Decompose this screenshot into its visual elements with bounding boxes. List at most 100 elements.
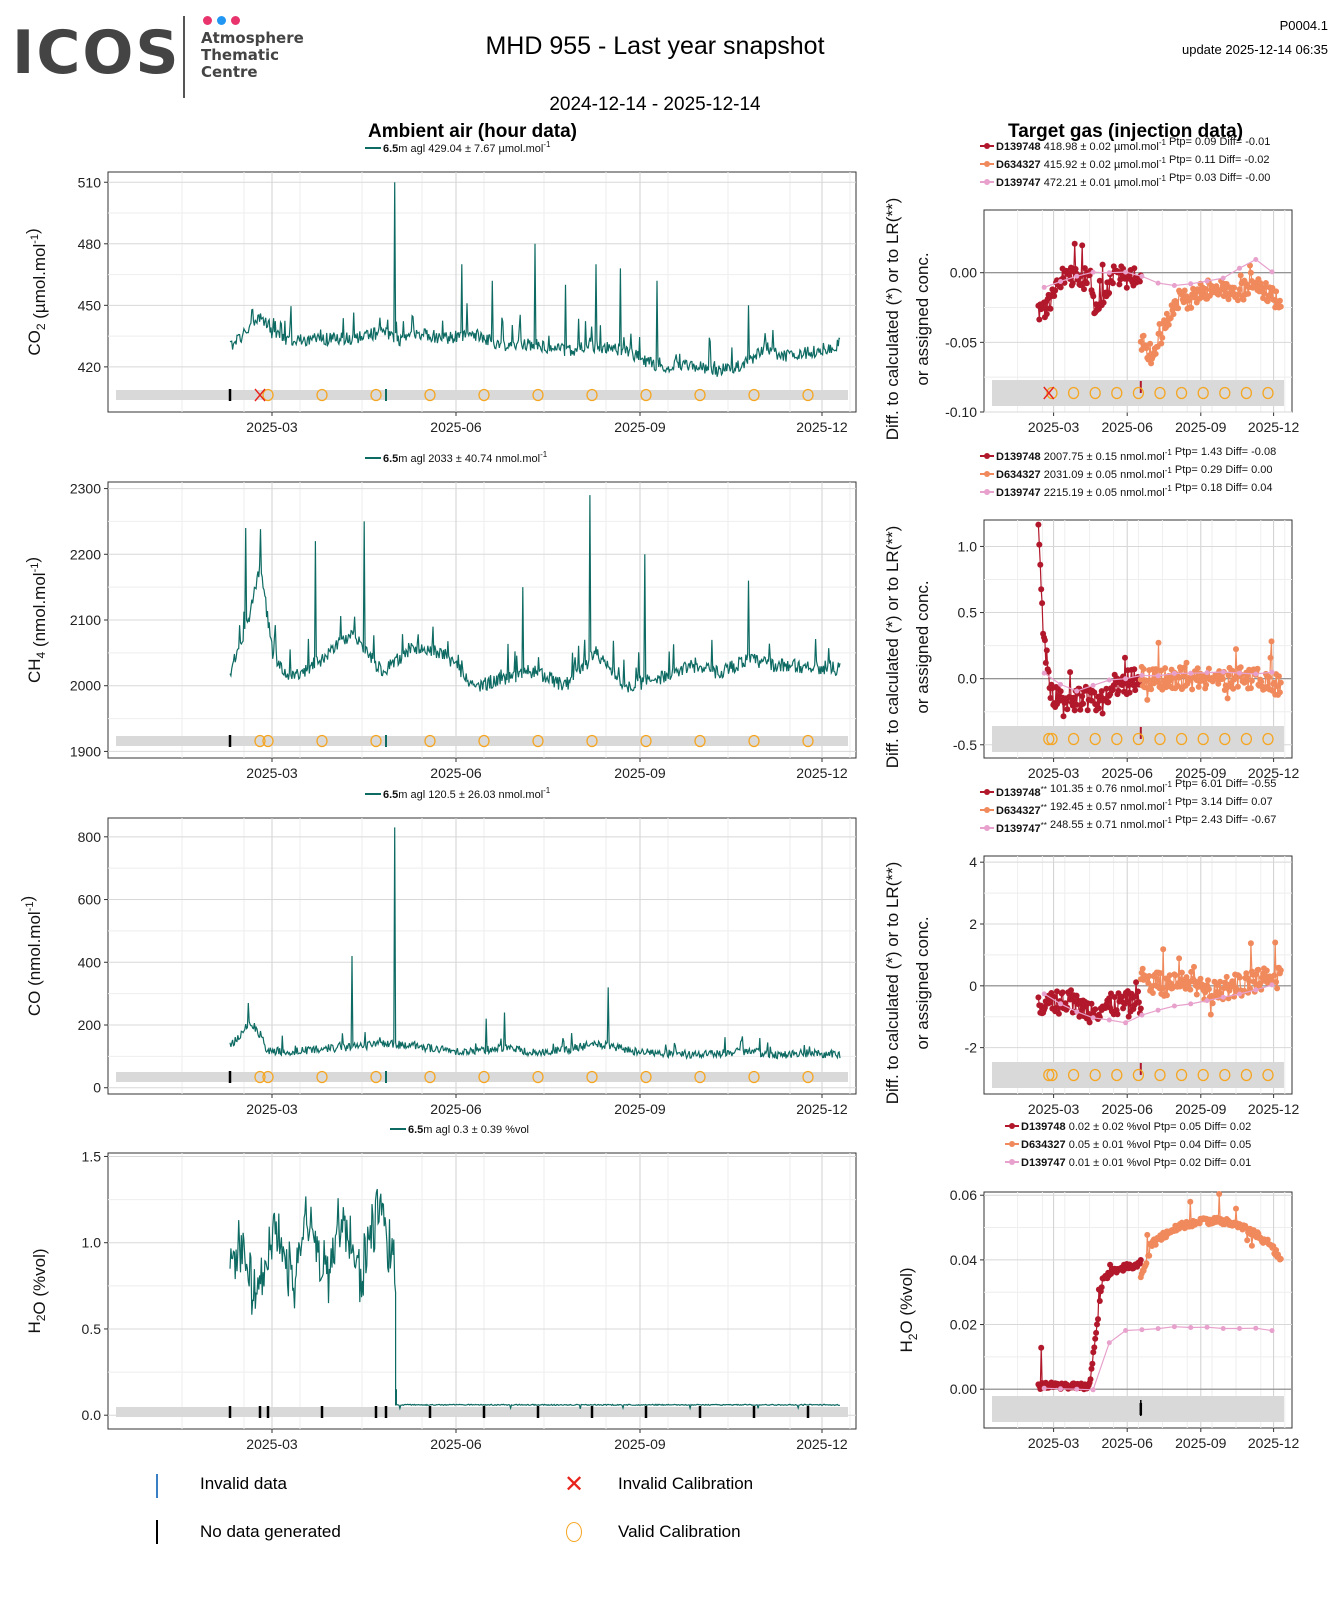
y-tick-label: 2100	[70, 612, 101, 628]
target-data-point	[1137, 338, 1144, 345]
legend-sup: -1	[543, 140, 551, 149]
y-axis-label-line2: or assigned conc.	[913, 252, 932, 385]
target-data-point	[1178, 969, 1185, 976]
target-data-point	[1191, 294, 1198, 301]
target-data-point	[1220, 669, 1226, 675]
target-data-point	[1258, 678, 1265, 685]
valid-calibration-marker	[478, 1070, 490, 1084]
target-data-point	[1143, 678, 1150, 685]
target-data-point	[1265, 674, 1272, 681]
y-tick-label: 600	[78, 892, 102, 908]
target-data-point	[1234, 297, 1241, 304]
target-data-point	[1054, 988, 1060, 995]
target-data-point	[1143, 345, 1150, 352]
target-data-point	[1038, 586, 1045, 593]
flag-band	[116, 736, 848, 746]
valid-calibration-marker	[424, 1070, 436, 1084]
target-data-point	[1188, 670, 1194, 676]
valid-calibration-marker	[1262, 732, 1274, 746]
target-data-point	[1070, 694, 1077, 701]
target-data-point	[1047, 305, 1054, 312]
valid-calibration-marker	[424, 734, 436, 748]
target-data-point	[1237, 1326, 1242, 1331]
valid-calibration-marker	[532, 388, 544, 402]
target-data-point	[1272, 939, 1279, 946]
valid-calibration-marker	[1219, 386, 1231, 400]
target-data-point	[1092, 1335, 1099, 1342]
ambient-series-line	[229, 182, 841, 377]
legend-entry: D139748** 101.35 ± 0.76 nmol.mol-1 Ptp= …	[996, 778, 1276, 799]
target-data-point	[1109, 280, 1116, 287]
target-data-point	[1140, 332, 1147, 339]
x-tick-label: 2025-09	[1175, 1435, 1227, 1451]
valid-calibration-marker	[254, 1070, 266, 1084]
x-tick-label: 2025-09	[614, 1101, 666, 1117]
target-data-point	[1162, 665, 1169, 672]
flag-band	[992, 1062, 1284, 1088]
target-data-point	[1189, 686, 1196, 693]
flag-band	[992, 380, 1284, 406]
valid-calibration-marker	[1067, 386, 1080, 400]
target-data-point	[1180, 672, 1187, 679]
y-tick-label: 2	[969, 916, 977, 932]
target-data-point	[1220, 994, 1226, 1000]
target-data-point	[1248, 677, 1255, 684]
target-data-point	[1204, 278, 1210, 284]
target-data-point	[1152, 1241, 1159, 1248]
target-data-point	[1264, 298, 1271, 305]
target-data-point	[1129, 676, 1136, 683]
legend-entry: D634327 415.92 ± 0.02 µmol.mol-1 Ptp= 0.…	[996, 154, 1270, 171]
logo-dots	[203, 16, 240, 25]
valid-calibration-marker	[370, 1070, 382, 1084]
x-tick-label: 2025-06	[430, 1436, 482, 1452]
x-tick-label: 2025-09	[1175, 419, 1227, 435]
x-tick-label: 2025-03	[1028, 1101, 1080, 1117]
y-axis-label: Diff. to calculated (*) or to LR(**)	[883, 862, 902, 1105]
valid-calibration-marker	[1240, 386, 1253, 400]
target-data-point	[1123, 284, 1130, 291]
target-data-point	[1157, 970, 1164, 977]
legend-value: 0.05 ± 0.01 %vol	[1066, 1139, 1151, 1151]
target-data-point	[1276, 297, 1283, 304]
x-tick-label: 2025-06	[1102, 419, 1154, 435]
target-data-point	[1171, 283, 1177, 288]
co-target-chart: 2025-03 2025-06 2025-09 2025-12 -2 0 2 4 Diff. t…	[883, 778, 1299, 1117]
y-axis-label: CH4 (nmol.mol-1)	[23, 557, 49, 683]
legend-stats: Ptp= 2.43 Diff= -0.67	[1172, 814, 1276, 826]
target-data-point	[1247, 985, 1253, 992]
legend-entry: D139748 0.02 ± 0.02 %vol Ptp= 0.05 Diff=…	[1021, 1121, 1251, 1133]
target-data-point	[1225, 672, 1232, 679]
y-axis-label: CO2 (µmol.mol-1)	[23, 228, 49, 355]
y-tick-label: 420	[78, 359, 102, 375]
target-data-point	[1205, 977, 1211, 984]
target-data-point	[1154, 678, 1161, 685]
valid-calibration-marker	[1175, 732, 1188, 746]
target-data-point	[1139, 1012, 1145, 1018]
target-data-point	[1139, 965, 1146, 972]
target-data-point	[1095, 705, 1102, 712]
target-data-point	[1181, 287, 1188, 294]
target-data-point	[1047, 695, 1054, 701]
x-tick-label: 2025-03	[1028, 1435, 1080, 1451]
target-data-point	[1074, 688, 1080, 694]
logo-dot	[203, 16, 212, 25]
target-data-point	[1095, 1316, 1101, 1323]
target-data-point	[1036, 316, 1043, 323]
target-data-point	[1155, 639, 1162, 646]
target-data-point	[1043, 647, 1050, 654]
target-data-point	[1148, 360, 1155, 367]
legend-value: m agl 0.3 ± 0.39 %vol	[423, 1124, 529, 1136]
target-series-D139747	[1041, 982, 1275, 1026]
target-data-point	[1269, 669, 1275, 675]
target-data-point	[1268, 638, 1275, 645]
invalid-calibration-icon: ✕	[564, 1471, 585, 1498]
target-data-point	[1171, 1324, 1177, 1330]
legend-cylinder-id: D139748	[996, 141, 1041, 153]
legend-cylinder-id: D139747	[996, 177, 1041, 189]
x-tick-label: 2025-06	[430, 1101, 482, 1117]
target-data-point	[1098, 1284, 1105, 1291]
y-tick-label: 0.5	[82, 1321, 102, 1337]
y-axis-label-part: )	[23, 557, 42, 563]
target-data-point	[1058, 279, 1063, 284]
legend-sup: -1	[1165, 448, 1173, 457]
